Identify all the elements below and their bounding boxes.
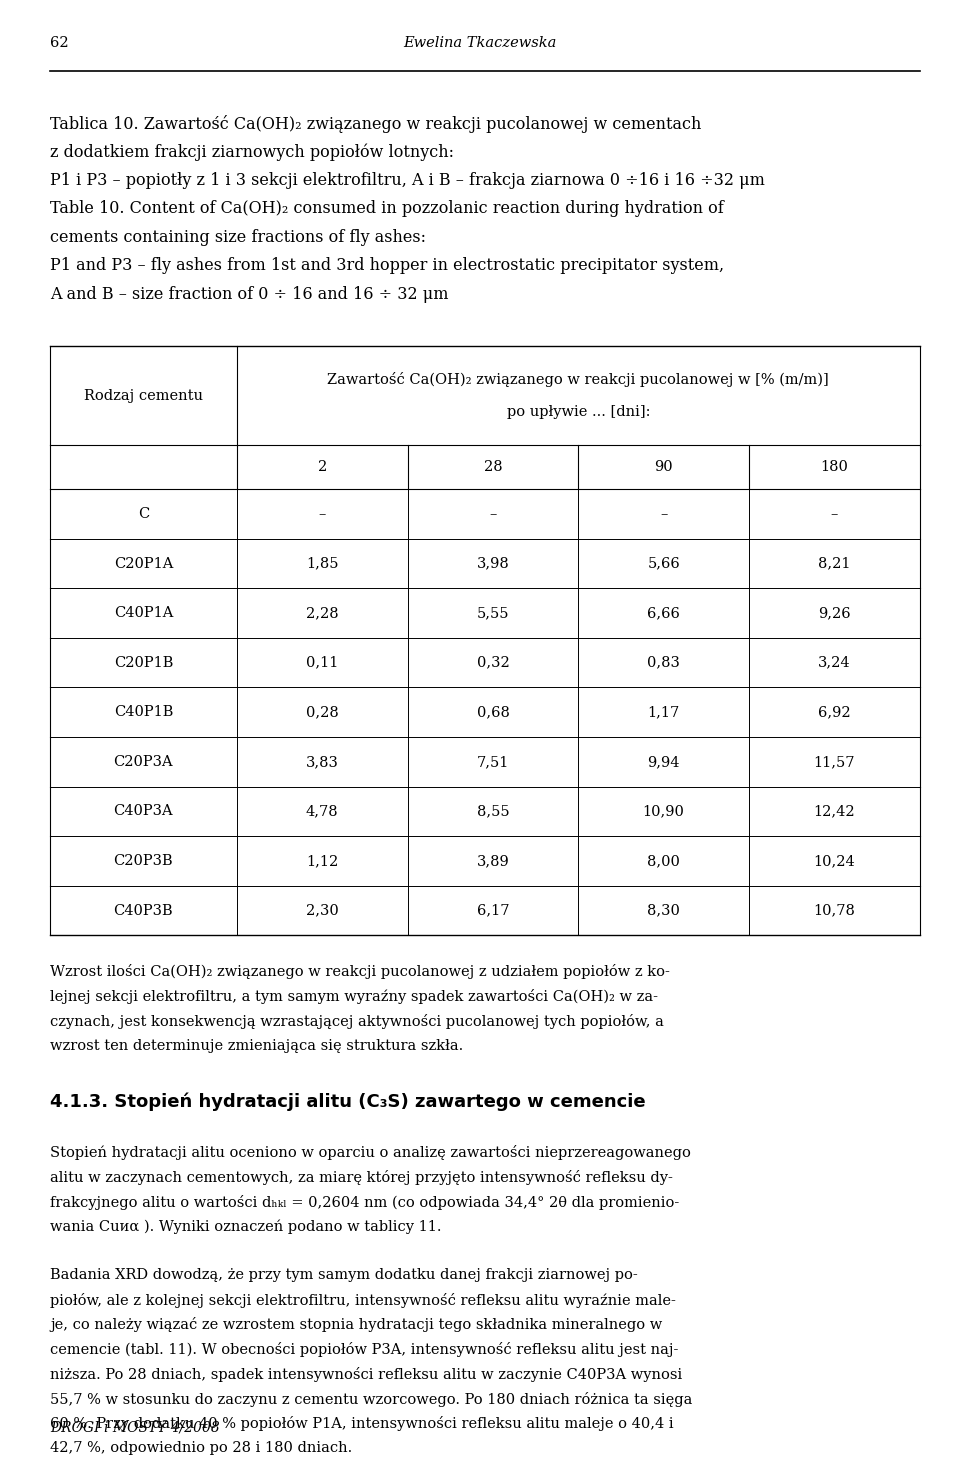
- Text: 28: 28: [484, 461, 502, 474]
- Text: 2,30: 2,30: [306, 904, 339, 917]
- Text: 8,30: 8,30: [647, 904, 680, 917]
- Text: 180: 180: [821, 461, 849, 474]
- Text: P1 i P3 – popiotły z 1 i 3 sekcji elektrofiltru, A i B – frakcja ziarnowa 0 ÷16 : P1 i P3 – popiotły z 1 i 3 sekcji elektr…: [50, 172, 765, 190]
- Text: –: –: [490, 507, 496, 521]
- Text: alitu w zaczynach cementowych, za miarę której przyjęto intensywność refleksu dy: alitu w zaczynach cementowych, za miarę …: [50, 1171, 673, 1185]
- Text: –: –: [319, 507, 326, 521]
- Text: Ewelina Tkaczewska: Ewelina Tkaczewska: [403, 36, 557, 51]
- Text: 42,7 %, odpowiednio po 28 i 180 dniach.: 42,7 %, odpowiednio po 28 i 180 dniach.: [50, 1442, 352, 1455]
- Text: C20P3B: C20P3B: [113, 854, 173, 868]
- Text: 62: 62: [50, 36, 68, 51]
- Text: P1 and P3 – fly ashes from 1st and 3rd hopper in electrostatic precipitator syst: P1 and P3 – fly ashes from 1st and 3rd h…: [50, 257, 724, 274]
- Text: cements containing size fractions of fly ashes:: cements containing size fractions of fly…: [50, 229, 426, 246]
- Text: 0,68: 0,68: [476, 706, 510, 719]
- Text: wzrost ten determinuje zmieniająca się struktura szkła.: wzrost ten determinuje zmieniająca się s…: [50, 1040, 463, 1053]
- Text: cemencie (tabl. 11). W obecności popiołów P3A, intensywność refleksu alitu jest : cemencie (tabl. 11). W obecności popiołó…: [50, 1343, 679, 1357]
- Text: 2: 2: [318, 461, 327, 474]
- Text: C20P3A: C20P3A: [113, 755, 173, 768]
- Text: Tablica 10. Zawartość Ca(OH)₂ związanego w reakcji pucolanowej w cementach: Tablica 10. Zawartość Ca(OH)₂ związanego…: [50, 115, 702, 133]
- Text: 5,55: 5,55: [477, 607, 509, 620]
- Text: Rodzaj cementu: Rodzaj cementu: [84, 389, 203, 402]
- Text: DROGI i MOSTY 4/2008: DROGI i MOSTY 4/2008: [50, 1420, 220, 1435]
- Text: C20P1B: C20P1B: [113, 656, 173, 669]
- Text: C20P1A: C20P1A: [113, 557, 173, 570]
- Text: po upływie ... [dni]:: po upływie ... [dni]:: [507, 405, 650, 418]
- Text: 3,83: 3,83: [306, 755, 339, 768]
- Text: niższa. Po 28 dniach, spadek intensywności refleksu alitu w zaczynie C40P3A wyno: niższa. Po 28 dniach, spadek intensywnoś…: [50, 1368, 683, 1382]
- Text: 3,89: 3,89: [476, 854, 510, 868]
- Text: 12,42: 12,42: [813, 805, 855, 818]
- Text: 55,7 % w stosunku do zaczynu z cementu wzorcowego. Po 180 dniach różnica ta sięg: 55,7 % w stosunku do zaczynu z cementu w…: [50, 1392, 692, 1407]
- Text: A and B – size fraction of 0 ÷ 16 and 16 ÷ 32 μm: A and B – size fraction of 0 ÷ 16 and 16…: [50, 286, 448, 303]
- Text: Table 10. Content of Ca(OH)₂ consumed in pozzolanic reaction during hydration of: Table 10. Content of Ca(OH)₂ consumed in…: [50, 200, 724, 217]
- Text: 1,12: 1,12: [306, 854, 338, 868]
- Text: 60 %. Przy dodatku 40 % popiołów P1A, intensywności refleksu alitu maleje o 40,4: 60 %. Przy dodatku 40 % popiołów P1A, in…: [50, 1417, 674, 1432]
- Text: C40P3B: C40P3B: [113, 904, 173, 917]
- Text: 10,24: 10,24: [813, 854, 855, 868]
- Text: frakcyjnego alitu o wartości dₕₖₗ = 0,2604 nm (co odpowiada 34,4° 2θ dla promien: frakcyjnego alitu o wartości dₕₖₗ = 0,26…: [50, 1196, 679, 1210]
- Text: 90: 90: [655, 461, 673, 474]
- Text: 5,66: 5,66: [647, 557, 680, 570]
- Text: 7,51: 7,51: [477, 755, 509, 768]
- Text: Stopień hydratacji alitu oceniono w oparciu o analizę zawartości nieprzereagowan: Stopień hydratacji alitu oceniono w opar…: [50, 1146, 691, 1161]
- Text: Wzrost ilości Ca(OH)₂ związanego w reakcji pucolanowej z udziałem popiołów z ko-: Wzrost ilości Ca(OH)₂ związanego w reakc…: [50, 965, 670, 980]
- Text: 8,55: 8,55: [477, 805, 509, 818]
- Text: C: C: [138, 507, 149, 521]
- Text: 4.1.3. Stopień hydratacji alitu (C₃S) zawartego w cemencie: 4.1.3. Stopień hydratacji alitu (C₃S) za…: [50, 1094, 645, 1111]
- Text: C40P1A: C40P1A: [113, 607, 173, 620]
- Text: Badania XRD dowodzą, że przy tym samym dodatku danej frakcji ziarnowej po-: Badania XRD dowodzą, że przy tym samym d…: [50, 1268, 637, 1282]
- Text: –: –: [830, 507, 838, 521]
- Text: 4,78: 4,78: [306, 805, 339, 818]
- Text: 2,28: 2,28: [306, 607, 339, 620]
- Text: 0,11: 0,11: [306, 656, 339, 669]
- Text: C40P1B: C40P1B: [113, 706, 173, 719]
- Text: 8,00: 8,00: [647, 854, 680, 868]
- Text: 0,28: 0,28: [306, 706, 339, 719]
- Text: Zawartość Ca(OH)₂ związanego w reakcji pucolanowej w [% (m/m)]: Zawartość Ca(OH)₂ związanego w reakcji p…: [327, 372, 829, 388]
- Text: 11,57: 11,57: [813, 755, 855, 768]
- Text: 1,17: 1,17: [647, 706, 680, 719]
- Text: czynach, jest konsekwencją wzrastającej aktywności pucolanowej tych popiołów, a: czynach, jest konsekwencją wzrastającej …: [50, 1015, 663, 1029]
- Text: 0,32: 0,32: [476, 656, 510, 669]
- Text: 8,21: 8,21: [818, 557, 851, 570]
- Text: 9,94: 9,94: [647, 755, 680, 768]
- Text: C40P3A: C40P3A: [113, 805, 173, 818]
- Text: 6,17: 6,17: [477, 904, 509, 917]
- Text: –: –: [660, 507, 667, 521]
- Text: 10,78: 10,78: [813, 904, 855, 917]
- Text: 0,83: 0,83: [647, 656, 680, 669]
- Text: 3,24: 3,24: [818, 656, 851, 669]
- Text: 3,98: 3,98: [476, 557, 510, 570]
- Text: 1,85: 1,85: [306, 557, 339, 570]
- Text: 6,66: 6,66: [647, 607, 680, 620]
- Text: je, co należy wiązać ze wzrostem stopnia hydratacji tego składnika mineralnego w: je, co należy wiązać ze wzrostem stopnia…: [50, 1318, 662, 1333]
- Text: z dodatkiem frakcji ziarnowych popiołów lotnych:: z dodatkiem frakcji ziarnowych popiołów …: [50, 144, 454, 162]
- Text: piołów, ale z kolejnej sekcji elektrofiltru, intensywność refleksu alitu wyraźni: piołów, ale z kolejnej sekcji elektrofil…: [50, 1293, 676, 1308]
- Text: 6,92: 6,92: [818, 706, 851, 719]
- Text: lejnej sekcji elektrofiltru, a tym samym wyraźny spadek zawartości Ca(OH)₂ w za-: lejnej sekcji elektrofiltru, a tym samym…: [50, 990, 658, 1005]
- Text: 10,90: 10,90: [642, 805, 684, 818]
- Text: wania Cuᴎα ). Wyniki oznaczeń podano w tablicy 11.: wania Cuᴎα ). Wyniki oznaczeń podano w t…: [50, 1220, 442, 1233]
- Text: 9,26: 9,26: [818, 607, 851, 620]
